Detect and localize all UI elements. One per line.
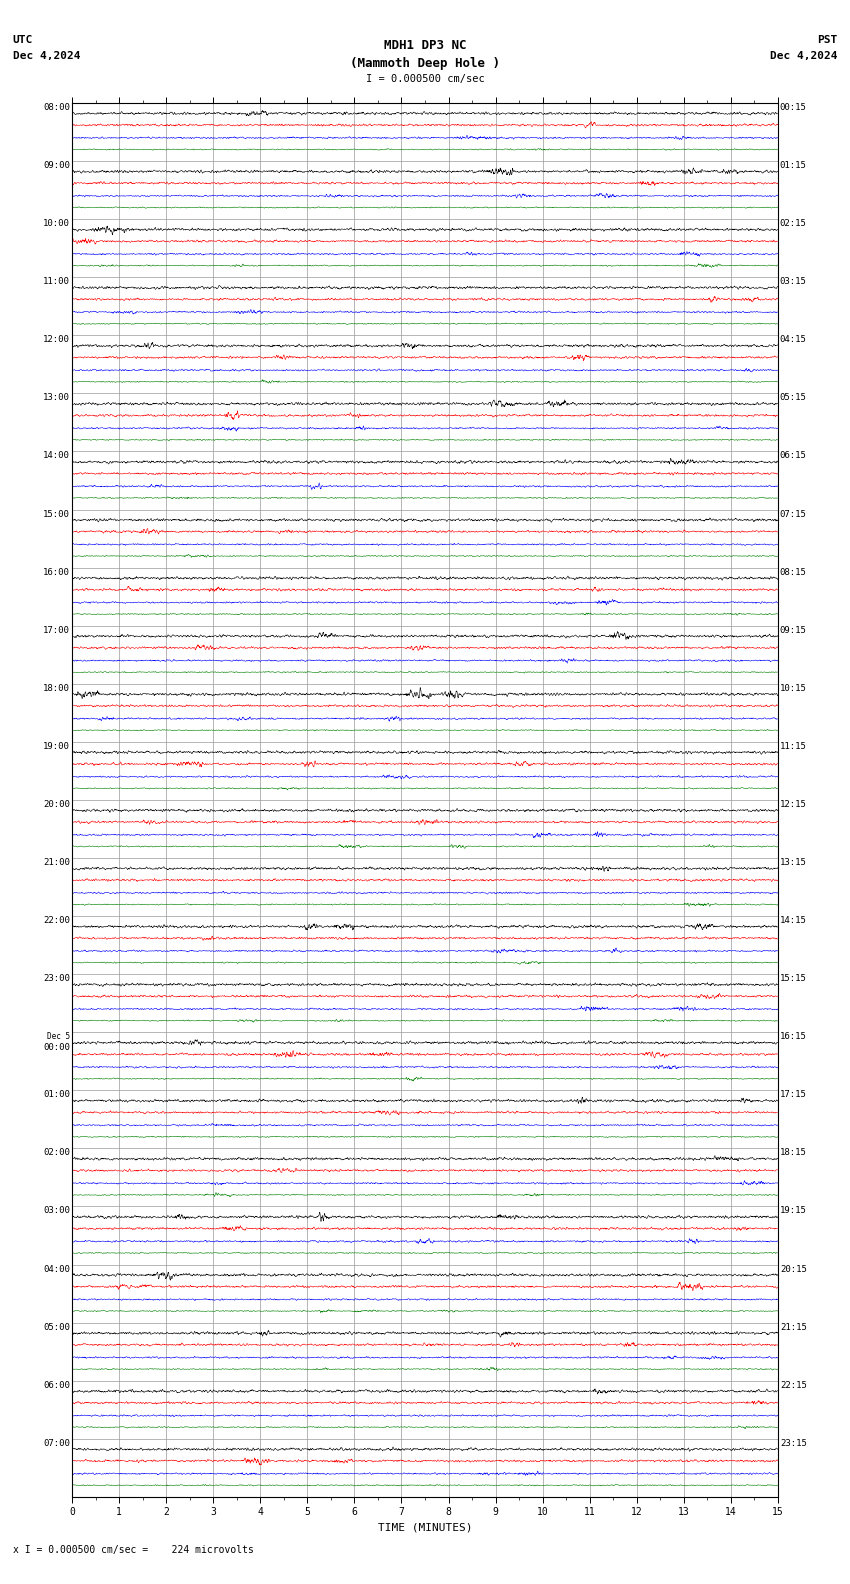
Text: 22:00: 22:00 bbox=[43, 916, 71, 925]
Text: 23:00: 23:00 bbox=[43, 974, 71, 984]
Text: UTC: UTC bbox=[13, 35, 33, 44]
Text: 13:00: 13:00 bbox=[43, 393, 71, 402]
Text: 09:15: 09:15 bbox=[779, 626, 807, 635]
Text: 02:00: 02:00 bbox=[43, 1148, 71, 1158]
Text: 08:15: 08:15 bbox=[779, 567, 807, 577]
Text: 14:00: 14:00 bbox=[43, 451, 71, 461]
Text: MDH1 DP3 NC: MDH1 DP3 NC bbox=[383, 40, 467, 52]
Text: 17:15: 17:15 bbox=[779, 1090, 807, 1099]
Text: Dec 5: Dec 5 bbox=[47, 1033, 71, 1041]
Text: 17:00: 17:00 bbox=[43, 626, 71, 635]
Text: x I = 0.000500 cm/sec =    224 microvolts: x I = 0.000500 cm/sec = 224 microvolts bbox=[13, 1546, 253, 1555]
X-axis label: TIME (MINUTES): TIME (MINUTES) bbox=[377, 1522, 473, 1533]
Text: 23:15: 23:15 bbox=[779, 1438, 807, 1448]
Text: 18:15: 18:15 bbox=[779, 1148, 807, 1158]
Text: 14:15: 14:15 bbox=[779, 916, 807, 925]
Text: PST: PST bbox=[817, 35, 837, 44]
Text: 20:15: 20:15 bbox=[779, 1264, 807, 1274]
Text: 18:00: 18:00 bbox=[43, 684, 71, 692]
Text: 07:15: 07:15 bbox=[779, 510, 807, 518]
Text: 06:00: 06:00 bbox=[43, 1381, 71, 1389]
Text: 19:00: 19:00 bbox=[43, 741, 71, 751]
Text: 16:00: 16:00 bbox=[43, 567, 71, 577]
Text: 15:00: 15:00 bbox=[43, 510, 71, 518]
Text: 05:00: 05:00 bbox=[43, 1323, 71, 1332]
Text: 01:15: 01:15 bbox=[779, 162, 807, 169]
Text: 10:15: 10:15 bbox=[779, 684, 807, 692]
Text: 11:15: 11:15 bbox=[779, 741, 807, 751]
Text: Dec 4,2024: Dec 4,2024 bbox=[13, 51, 80, 60]
Text: 02:15: 02:15 bbox=[779, 219, 807, 228]
Text: 09:00: 09:00 bbox=[43, 162, 71, 169]
Text: Dec 4,2024: Dec 4,2024 bbox=[770, 51, 837, 60]
Text: I = 0.000500 cm/sec: I = 0.000500 cm/sec bbox=[366, 74, 484, 84]
Text: 08:00: 08:00 bbox=[43, 103, 71, 112]
Text: 21:15: 21:15 bbox=[779, 1323, 807, 1332]
Text: 06:15: 06:15 bbox=[779, 451, 807, 461]
Text: 03:15: 03:15 bbox=[779, 277, 807, 287]
Text: 21:00: 21:00 bbox=[43, 859, 71, 866]
Text: 01:00: 01:00 bbox=[43, 1090, 71, 1099]
Text: 12:15: 12:15 bbox=[779, 800, 807, 809]
Text: 15:15: 15:15 bbox=[779, 974, 807, 984]
Text: (Mammoth Deep Hole ): (Mammoth Deep Hole ) bbox=[350, 57, 500, 70]
Text: 22:15: 22:15 bbox=[779, 1381, 807, 1389]
Text: 00:15: 00:15 bbox=[779, 103, 807, 112]
Text: 19:15: 19:15 bbox=[779, 1207, 807, 1215]
Text: 20:00: 20:00 bbox=[43, 800, 71, 809]
Text: 04:00: 04:00 bbox=[43, 1264, 71, 1274]
Text: 11:00: 11:00 bbox=[43, 277, 71, 287]
Text: 03:00: 03:00 bbox=[43, 1207, 71, 1215]
Text: 04:15: 04:15 bbox=[779, 336, 807, 344]
Text: 07:00: 07:00 bbox=[43, 1438, 71, 1448]
Text: 16:15: 16:15 bbox=[779, 1033, 807, 1041]
Text: 10:00: 10:00 bbox=[43, 219, 71, 228]
Text: 12:00: 12:00 bbox=[43, 336, 71, 344]
Text: 00:00: 00:00 bbox=[43, 1042, 71, 1052]
Text: 05:15: 05:15 bbox=[779, 393, 807, 402]
Text: 13:15: 13:15 bbox=[779, 859, 807, 866]
